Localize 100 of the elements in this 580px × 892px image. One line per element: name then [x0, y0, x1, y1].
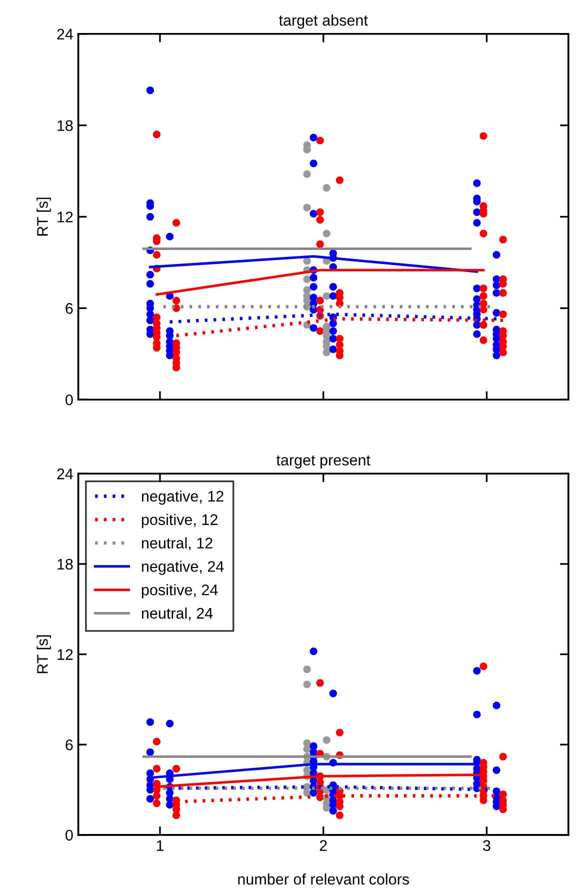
point	[310, 324, 318, 332]
point	[473, 208, 481, 216]
x-axis-title: number of relevant colors	[238, 873, 409, 885]
y-tick-label: 6	[66, 739, 73, 750]
point	[492, 352, 500, 360]
point	[152, 130, 161, 138]
point	[473, 219, 481, 227]
y-tick-label: 0	[66, 830, 73, 841]
y-tick-label: 18	[58, 558, 73, 570]
y-axis-title: RT [s]	[36, 198, 51, 236]
point	[172, 296, 180, 304]
point	[329, 334, 337, 342]
point	[316, 216, 324, 224]
point	[322, 348, 330, 356]
legend-label: neutral, 24	[142, 608, 213, 621]
point	[499, 310, 507, 318]
point	[303, 257, 311, 265]
legend-label: negative, 12	[142, 490, 224, 505]
point	[499, 289, 507, 297]
legend-label: neutral, 12	[142, 537, 212, 550]
point	[473, 330, 481, 338]
point	[316, 240, 324, 248]
point	[166, 232, 174, 240]
point	[146, 316, 154, 324]
point	[480, 284, 488, 292]
point	[480, 662, 488, 670]
point	[480, 336, 488, 344]
point	[329, 690, 337, 698]
y-tick-label: 24	[57, 28, 73, 40]
point	[336, 802, 344, 810]
point	[146, 748, 154, 756]
point	[473, 710, 481, 718]
chart-title: target absent	[278, 14, 368, 29]
point	[492, 702, 500, 710]
point	[322, 230, 330, 238]
legend-label: positive, 24	[142, 584, 218, 598]
point	[316, 208, 324, 216]
point	[303, 680, 311, 688]
y-tick-label: 12	[58, 212, 73, 222]
point	[492, 282, 500, 290]
point	[303, 275, 311, 284]
legend-label: negative, 24	[142, 560, 224, 575]
point	[329, 327, 337, 335]
point	[322, 184, 330, 192]
point	[316, 327, 324, 335]
point	[303, 170, 311, 178]
point	[336, 812, 344, 820]
point	[310, 160, 318, 168]
point	[492, 251, 500, 259]
point	[172, 812, 180, 820]
point	[146, 280, 154, 288]
point	[480, 306, 488, 314]
y-tick-label: 0	[66, 394, 73, 406]
point	[303, 745, 311, 753]
point	[152, 251, 161, 259]
point	[146, 794, 154, 803]
point	[499, 236, 507, 244]
point	[310, 283, 318, 291]
y-tick-label: 24	[57, 468, 73, 480]
point	[166, 801, 174, 809]
point	[329, 807, 337, 815]
point	[172, 219, 180, 227]
point	[310, 274, 318, 282]
point	[146, 718, 154, 726]
x-tick-label: 2	[320, 840, 327, 851]
y-tick-label: 18	[58, 120, 73, 132]
point	[499, 752, 507, 760]
point	[303, 204, 311, 212]
point	[146, 270, 154, 278]
point	[480, 132, 488, 140]
point	[152, 800, 161, 808]
point	[152, 344, 161, 352]
point	[303, 666, 311, 674]
y-tick-label: 6	[66, 303, 73, 314]
point	[166, 720, 174, 728]
point	[473, 667, 481, 675]
x-tick-label: 3	[483, 840, 490, 851]
y-tick-label: 12	[58, 649, 73, 660]
point	[310, 647, 318, 656]
point	[492, 766, 500, 774]
point	[499, 348, 507, 356]
point	[310, 210, 318, 218]
point	[473, 179, 481, 188]
point	[336, 728, 344, 736]
point	[336, 176, 344, 184]
point	[310, 134, 318, 142]
point	[329, 283, 337, 291]
point	[316, 296, 324, 304]
point	[322, 736, 330, 744]
point	[499, 280, 507, 288]
point	[329, 346, 337, 354]
point	[152, 792, 161, 800]
point	[316, 679, 324, 687]
point	[473, 284, 481, 292]
point	[492, 308, 500, 317]
point	[152, 764, 161, 772]
point	[329, 320, 337, 328]
point	[480, 321, 488, 329]
point	[172, 764, 180, 772]
point	[480, 230, 488, 238]
